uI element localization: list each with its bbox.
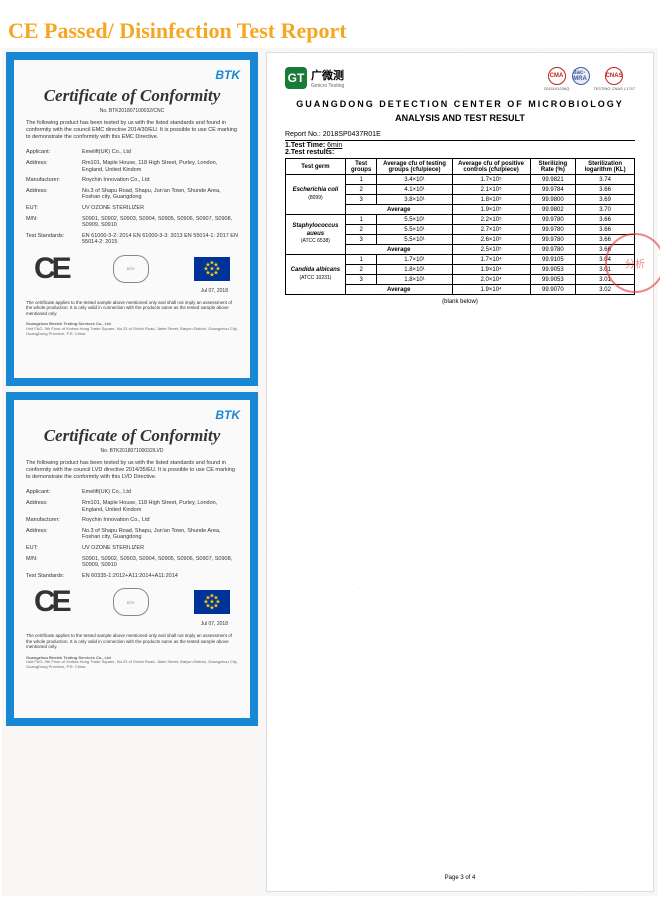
content-area: BTK Certificate of Conformity No. BTK201… (2, 48, 658, 896)
red-seal-icon (605, 233, 660, 293)
lbl-std: Test Standards: (26, 233, 82, 246)
cert-logos: CE BTK (26, 252, 238, 286)
test-results-label: 2.Test restults: (285, 149, 635, 156)
lbl-mn: M/N: (26, 216, 82, 229)
cert-disclaimer: The certificate applies to the tested sa… (26, 633, 238, 649)
cert-intro: The following product has been tested by… (26, 460, 238, 481)
report-org-title: GUANGDONG DETECTION CENTER OF MICROBIOLO… (285, 99, 635, 109)
th-germ: Test germ (286, 159, 346, 175)
page-number: Page 3 of 4 (445, 875, 476, 881)
val-address: Rm101, Maple House, 118 High Street, Pur… (82, 160, 238, 173)
val-std: EN 61000-3-2: 2014 EN 61000-3-3: 2013 EN… (82, 233, 238, 246)
ce-mark-icon: CE (34, 585, 68, 619)
results-table: Test germ Test groups Average cfu of tes… (285, 158, 635, 295)
test-report: GT 广微测Gmicro Testing CMA2015191236Q ilac… (266, 52, 654, 892)
lbl-applicant: Applicant: (26, 149, 82, 156)
th-rate: Sterilizing Rate (%) (530, 159, 576, 175)
th-avg-test: Average cfu of testing groups (cfu/piece… (377, 159, 452, 175)
report-subtitle: ANALYSIS AND TEST RESULT (285, 113, 635, 123)
cert-logos: CE BTK (26, 585, 238, 619)
gt-icon: GT (285, 67, 307, 89)
report-header: GT 广微测Gmicro Testing CMA2015191236Q ilac… (285, 67, 635, 91)
test-time: 1.Test Time: 6min (285, 140, 635, 149)
cert-number: No. BTK201807100032/LVD (26, 448, 238, 454)
val-mfr-addr: No.3 of Shapu Road, Shapu, Jun'an Town, … (82, 188, 238, 201)
val-mn: S0901, S0902, S0903, S0904, S0905, S0906… (82, 216, 238, 229)
ilac-icon: ilac-MRA (572, 67, 590, 85)
certificate-emc: BTK Certificate of Conformity No. BTK201… (6, 52, 258, 386)
val-applicant: Emelift(UK) Co., Ltd (82, 149, 238, 156)
report-number: Report No.: 2018SP0437R01E (285, 131, 635, 138)
cert-intro: The following product has been tested by… (26, 120, 238, 141)
cert-number: No. BTK201807100032/CNC (26, 108, 238, 114)
th-groups: Test groups (345, 159, 377, 175)
cert-heading: Certificate of Conformity (26, 426, 238, 446)
th-log: Sterilization logarithm (KL) (576, 159, 635, 175)
cert-footer: Guangzhou Bestek Testing Services Co., L… (26, 322, 238, 336)
btk-logo: BTK (215, 68, 240, 82)
lbl-mfr-addr: Address: (26, 188, 82, 201)
val-eut: UV OZONE STERILIZER (82, 205, 238, 212)
cma-icon: CMA (548, 67, 566, 85)
cert-date: Jul 07, 2018 (26, 621, 238, 627)
blank-below: (blank below) (285, 299, 635, 305)
accreditation-badges: CMA2015191236Q ilac-MRA CNASTESTING CNAS… (544, 67, 635, 91)
ce-mark-icon: CE (34, 252, 68, 286)
cert-disclaimer: The certificate applies to the tested sa… (26, 300, 238, 316)
lbl-address: Address: (26, 160, 82, 173)
table-row: Staphylococcus aueus(ATCC 6538)15.5×10¹2… (286, 215, 635, 225)
cert-heading: Certificate of Conformity (26, 86, 238, 106)
stamp-icon: BTK (113, 255, 149, 283)
gmicro-logo: GT 广微测Gmicro Testing (285, 67, 344, 89)
cert-date: Jul 07, 2018 (26, 288, 238, 294)
table-row: Candida albicans(ATCC 10231)11.7×10¹1.7×… (286, 255, 635, 265)
certificate-lvd: BTK Certificate of Conformity No. BTK201… (6, 392, 258, 726)
certificates-column: BTK Certificate of Conformity No. BTK201… (6, 52, 262, 900)
eu-flag-icon (194, 257, 230, 281)
lbl-manufacturer: Manufacturer: (26, 177, 82, 184)
cnas-icon: CNAS (605, 67, 623, 85)
stamp-icon: BTK (113, 588, 149, 616)
page-title: CE Passed/ Disinfection Test Report (8, 18, 347, 44)
val-manufacturer: Roychin Innovation Co., Ltd (82, 177, 238, 184)
btk-logo: BTK (215, 408, 240, 422)
lbl-eut: EUT: (26, 205, 82, 212)
eu-flag-icon (194, 590, 230, 614)
th-avg-pos: Average cfu of positive controls (cfu/pi… (452, 159, 530, 175)
cert-footer: Guangzhou Bestek Testing Services Co., L… (26, 656, 238, 670)
table-row: Escherichia coli(8099)13.4×10¹1.7×10⁵99.… (286, 175, 635, 185)
